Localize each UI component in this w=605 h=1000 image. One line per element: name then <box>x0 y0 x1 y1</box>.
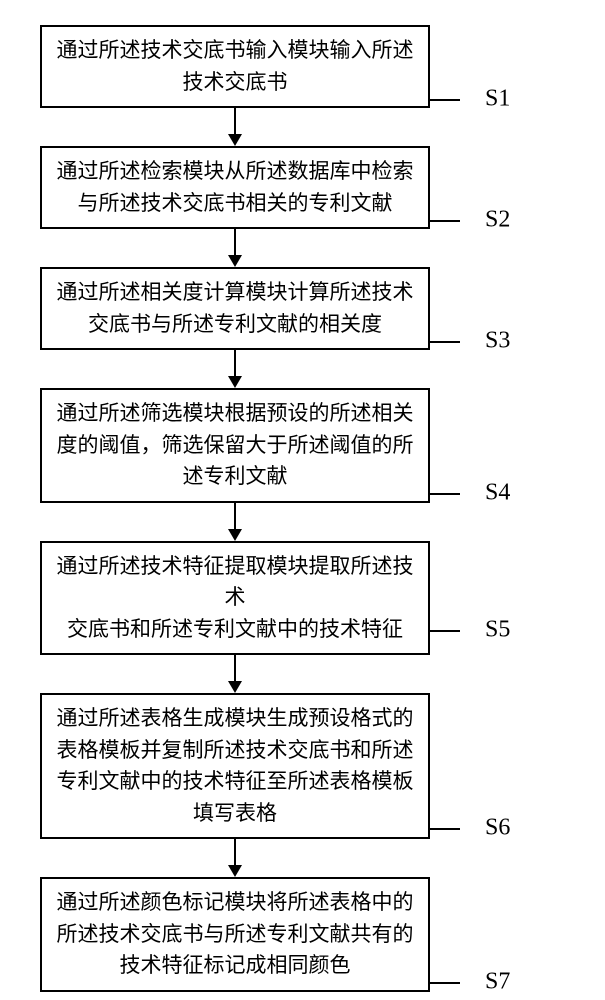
step-tick <box>430 341 460 343</box>
step-tick <box>430 828 460 830</box>
step-text-line: 技术交底书 <box>183 70 288 94</box>
arrow-down <box>225 503 245 541</box>
arrow-down <box>225 350 245 388</box>
step-text-line: 通过所述相关度计算模块计算所述技术 <box>57 280 414 304</box>
connector-wrap <box>40 503 430 541</box>
step-box-S7: 通过所述颜色标记模块将所述表格中的所述技术交底书与所述专利文献共有的技术特征标记… <box>40 877 430 992</box>
step-tick <box>430 493 460 495</box>
step-box-S3: 通过所述相关度计算模块计算所述技术交底书与所述专利文献的相关度 <box>40 267 430 350</box>
flowchart-connector-row <box>40 108 560 146</box>
step-label-S6: S6 <box>485 815 510 842</box>
step-label-S5: S5 <box>485 616 510 643</box>
step-box-S1: 通过所述技术交底书输入模块输入所述技术交底书 <box>40 25 430 108</box>
flowchart-step: 通过所述筛选模块根据预设的所述相关度的阈值，筛选保留大于所述阈值的所述专利文献S… <box>40 388 560 503</box>
step-text-line: 通过所述检索模块从所述数据库中检索 <box>57 159 414 183</box>
step-text-line: 交底书和所述专利文献中的技术特征 <box>67 617 403 641</box>
step-text-line: 填写表格 <box>193 801 277 825</box>
step-text-line: 通过所述筛选模块根据预设的所述相关 <box>57 401 414 425</box>
flowchart-step: 通过所述检索模块从所述数据库中检索与所述技术交底书相关的专利文献S2 <box>40 146 560 229</box>
step-text-line: 度的阈值，筛选保留大于所述阈值的所 <box>57 433 414 457</box>
flowchart-step: 通过所述表格生成模块生成预设格式的表格模板并复制所述技术交底书和所述专利文献中的… <box>40 693 560 839</box>
flowchart-step: 通过所述技术特征提取模块提取所述技术交底书和所述专利文献中的技术特征 S5 <box>40 541 560 656</box>
step-box-S4: 通过所述筛选模块根据预设的所述相关度的阈值，筛选保留大于所述阈值的所述专利文献 <box>40 388 430 503</box>
connector-wrap <box>40 350 430 388</box>
step-box-S6: 通过所述表格生成模块生成预设格式的表格模板并复制所述技术交底书和所述专利文献中的… <box>40 693 430 839</box>
step-tick <box>430 99 460 101</box>
step-tick <box>430 220 460 222</box>
step-text-line: 交底书与所述专利文献的相关度 <box>88 312 382 336</box>
arrow-down <box>225 839 245 877</box>
step-text-line: 所述技术交底书与所述专利文献共有的 <box>57 922 414 946</box>
step-text-line: 表格模板并复制所述技术交底书和所述 <box>57 738 414 762</box>
connector-wrap <box>40 108 430 146</box>
flowchart-connector-row <box>40 350 560 388</box>
connector-wrap <box>40 229 430 267</box>
step-text-line: 通过所述表格生成模块生成预设格式的 <box>57 706 414 730</box>
arrow-down <box>225 108 245 146</box>
connector-wrap <box>40 655 430 693</box>
connector-wrap <box>40 839 430 877</box>
flowchart-connector-row <box>40 229 560 267</box>
step-text-line: 通过所述颜色标记模块将所述表格中的 <box>57 890 414 914</box>
flowchart-container: 通过所述技术交底书输入模块输入所述技术交底书S1 通过所述检索模块从所述数据库中检… <box>40 25 560 992</box>
arrow-down <box>225 655 245 693</box>
step-label-S7: S7 <box>485 969 510 996</box>
step-tick <box>430 630 460 632</box>
step-tick <box>430 982 460 984</box>
step-box-S2: 通过所述检索模块从所述数据库中检索与所述技术交底书相关的专利文献 <box>40 146 430 229</box>
step-text-line: 与所述技术交底书相关的专利文献 <box>78 191 393 215</box>
step-text-line: 述专利文献 <box>183 464 288 488</box>
step-text-line: 通过所述技术交底书输入模块输入所述 <box>57 38 414 62</box>
step-text-line: 专利文献中的技术特征至所述表格模板 <box>57 769 414 793</box>
flowchart-step: 通过所述颜色标记模块将所述表格中的所述技术交底书与所述专利文献共有的技术特征标记… <box>40 877 560 992</box>
step-text-line: 技术特征标记成相同颜色 <box>120 953 351 977</box>
flowchart-step: 通过所述相关度计算模块计算所述技术交底书与所述专利文献的相关度S3 <box>40 267 560 350</box>
step-text-line: 通过所述技术特征提取模块提取所述技术 <box>57 554 414 610</box>
step-box-S5: 通过所述技术特征提取模块提取所述技术交底书和所述专利文献中的技术特征 <box>40 541 430 656</box>
arrow-down <box>225 229 245 267</box>
flowchart-connector-row <box>40 503 560 541</box>
flowchart-connector-row <box>40 839 560 877</box>
flowchart-step: 通过所述技术交底书输入模块输入所述技术交底书S1 <box>40 25 560 108</box>
flowchart-connector-row <box>40 655 560 693</box>
